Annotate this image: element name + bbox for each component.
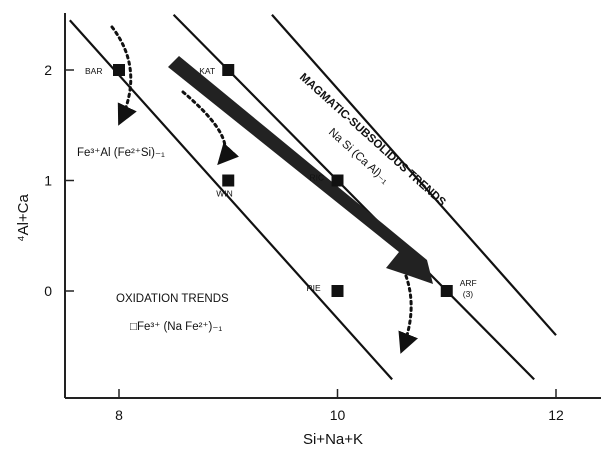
- oxidation-arrow-3: [398, 274, 418, 354]
- data-points: BAR KAT WIN RIC RIE ARF(3): [85, 64, 477, 299]
- oxidation-trends-label: OXIDATION TRENDS: [116, 293, 229, 305]
- data-point-ric: [331, 174, 344, 187]
- magmatic-arrow: [168, 56, 433, 284]
- y-axis-label: ⁴Al+Ca: [15, 193, 32, 241]
- plot-frame: [64, 13, 601, 399]
- x-tick-label: 12: [548, 407, 564, 423]
- oxidation-formula-label: □Fe³⁺ (Na Fe²⁺)₋₁: [130, 321, 222, 333]
- data-point-bar: [113, 64, 125, 76]
- data-point-arf: [440, 285, 453, 297]
- data-point-rie: [331, 285, 344, 297]
- trend-line-1: [69, 19, 393, 381]
- x-tick-label: 8: [115, 407, 123, 423]
- fe-al-exchange-label: Fe³⁺Al (Fe²⁺Si)₋₁: [77, 147, 165, 159]
- point-sublabel-arf: (3): [463, 289, 474, 299]
- oxidation-arrows: [110, 25, 418, 354]
- trend-line-3: [271, 14, 557, 336]
- y-tick-label: 0: [44, 283, 52, 299]
- point-label-kat: KAT: [199, 66, 215, 76]
- point-label-arf: ARF: [460, 278, 477, 288]
- point-label-ric: RIC: [310, 173, 325, 183]
- point-label-bar: BAR: [85, 66, 102, 76]
- x-tick-label: 10: [330, 407, 346, 423]
- data-point-kat: [222, 64, 235, 76]
- point-label-rie: RIE: [307, 283, 322, 293]
- point-label-win: WIN: [216, 189, 233, 199]
- data-point-win: [222, 174, 235, 187]
- x-axis-label: Si+Na+K: [303, 431, 363, 448]
- oxidation-arrow-2: [181, 90, 240, 166]
- y-tick-label: 1: [44, 173, 52, 189]
- y-tick-label: 2: [44, 62, 52, 78]
